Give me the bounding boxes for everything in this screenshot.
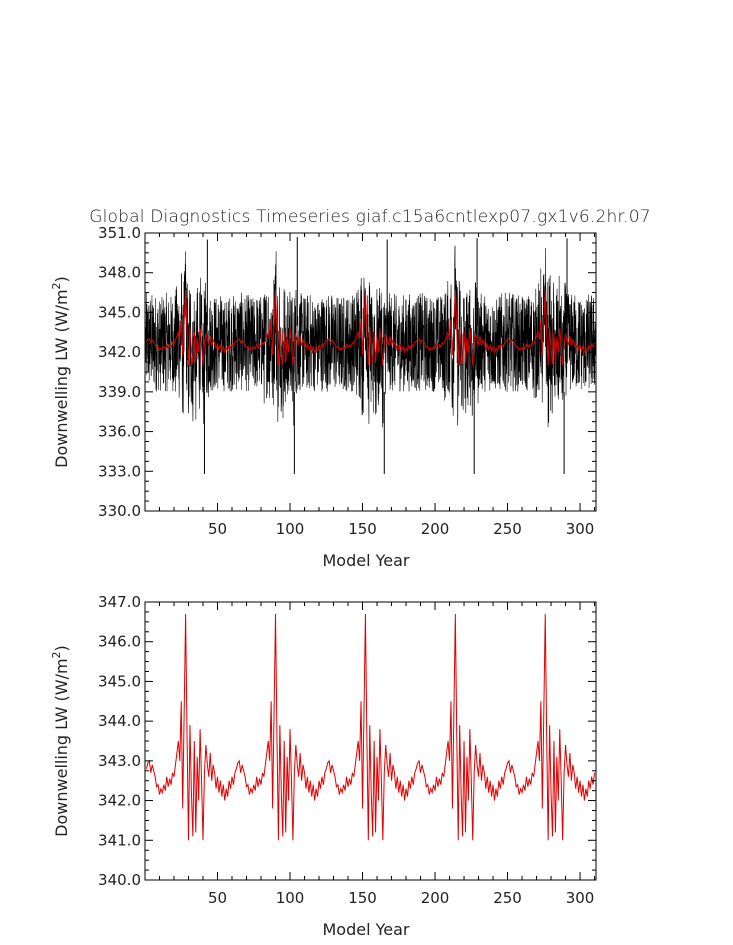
bottom-y-tick-label: 346.0 <box>98 633 141 651</box>
top-x-tick-label: 200 <box>421 520 450 538</box>
bottom-ticks <box>145 601 596 881</box>
bottom-x-tick-label: 300 <box>566 889 595 907</box>
bottom-x-tick-label: 250 <box>493 889 522 907</box>
top-x-axis-title: Model Year <box>323 551 410 570</box>
top-y-tick-label: 330.0 <box>98 502 141 520</box>
bottom-chart: 340.0 341.0 342.0 343.0 344.0 345.0 346.0 347.0… <box>50 593 597 939</box>
bottom-y-tick-labels: 340.0 341.0 342.0 343.0 344.0 345.0 346.0 347.0 <box>98 593 141 889</box>
top-raw-series <box>145 236 596 474</box>
top-smoothed-line <box>146 289 596 366</box>
bottom-y-tick-label: 347.0 <box>98 593 141 611</box>
bottom-x-tick-labels: 50 100 150 200 250 300 <box>208 889 594 907</box>
top-x-tick-label: 100 <box>276 520 305 538</box>
top-y-tick-label: 342.0 <box>98 343 141 361</box>
bottom-x-tick-label: 100 <box>276 889 305 907</box>
bottom-smoothed-series <box>145 613 596 841</box>
bottom-y-tick-label: 341.0 <box>98 831 141 849</box>
top-y-tick-label: 333.0 <box>98 462 141 480</box>
bottom-x-tick-label: 50 <box>208 889 227 907</box>
top-y-tick-label: 351.0 <box>98 224 141 242</box>
top-y-tick-labels: 330.0 333.0 336.0 339.0 342.0 345.0 348.0 351.0 <box>98 224 141 520</box>
top-smoothed-series <box>146 289 596 366</box>
top-x-tick-labels: 50 100 150 200 250 300 <box>208 520 594 538</box>
bottom-x-tick-label: 200 <box>421 889 450 907</box>
top-y-tick-label: 348.0 <box>98 264 141 282</box>
top-chart: 330.0 333.0 336.0 339.0 342.0 345.0 348.0 351.0… <box>50 224 597 570</box>
top-x-tick-label: 50 <box>208 520 227 538</box>
top-ticks <box>145 232 596 512</box>
top-x-tick-label: 150 <box>348 520 377 538</box>
bottom-y-axis-title: Downwelling LW (W/m2) <box>50 645 71 837</box>
top-y-tick-label: 336.0 <box>98 423 141 441</box>
top-x-tick-label: 250 <box>493 520 522 538</box>
bottom-y-tick-label: 342.0 <box>98 792 141 810</box>
bottom-y-tick-label: 343.0 <box>98 752 141 770</box>
bottom-x-axis-title: Model Year <box>323 920 410 939</box>
bottom-y-tick-label: 340.0 <box>98 871 141 889</box>
bottom-y-tick-label: 345.0 <box>98 672 141 690</box>
top-y-axis-title: Downwelling LW (W/m2) <box>50 276 71 468</box>
top-y-tick-label: 339.0 <box>98 383 141 401</box>
bottom-y-tick-label: 344.0 <box>98 712 141 730</box>
chart-title: Global Diagnostics Timeseries giaf.c15a6… <box>89 207 651 227</box>
bottom-smoothed-line <box>145 613 596 841</box>
top-y-tick-label: 345.0 <box>98 303 141 321</box>
top-x-tick-label: 300 <box>566 520 595 538</box>
bottom-x-tick-label: 150 <box>348 889 377 907</box>
